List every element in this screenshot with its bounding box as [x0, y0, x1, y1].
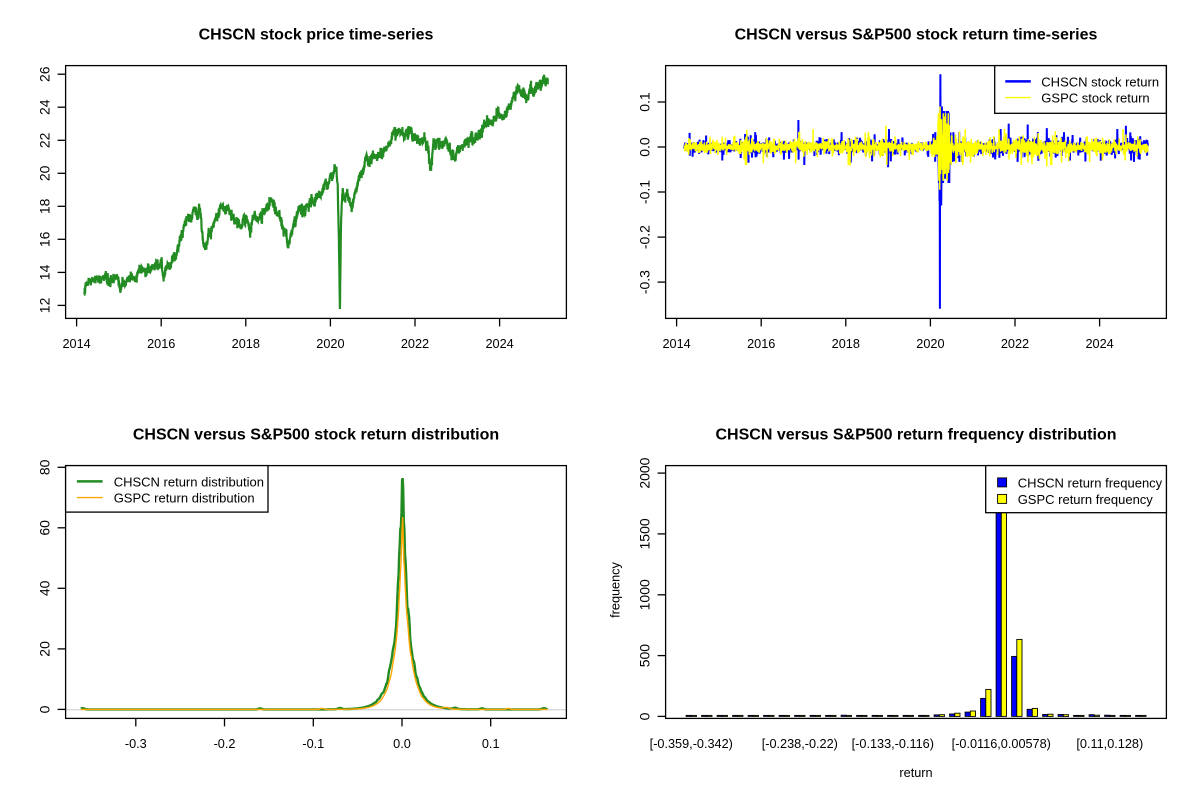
svg-text:2018: 2018	[832, 337, 860, 351]
svg-text:60: 60	[37, 520, 53, 536]
svg-text:2024: 2024	[1085, 337, 1113, 351]
svg-text:2020: 2020	[916, 337, 944, 351]
svg-text:2018: 2018	[232, 337, 260, 351]
svg-text:GSPC stock return: GSPC stock return	[1041, 91, 1149, 106]
svg-text:0.1: 0.1	[482, 737, 500, 751]
svg-text:frequency: frequency	[609, 561, 623, 617]
svg-text:GSPC return distribution: GSPC return distribution	[114, 491, 255, 506]
svg-text:[-0.0116,0.00578): [-0.0116,0.00578)	[952, 737, 1051, 751]
svg-text:return: return	[899, 766, 932, 780]
svg-text:0.0: 0.0	[393, 737, 411, 751]
svg-text:[0.11,0.128): [0.11,0.128)	[1076, 737, 1143, 751]
svg-text:2014: 2014	[662, 337, 690, 351]
svg-text:1500: 1500	[637, 518, 653, 549]
svg-text:18: 18	[37, 198, 53, 214]
svg-text:2016: 2016	[147, 337, 175, 351]
svg-text:12: 12	[37, 297, 53, 313]
svg-text:16: 16	[37, 231, 53, 247]
svg-text:CHSCN versus S&P500 return fre: CHSCN versus S&P500 return frequency dis…	[716, 427, 1117, 444]
svg-text:-0.1: -0.1	[302, 737, 324, 751]
svg-text:-0.2: -0.2	[637, 225, 653, 249]
svg-text:14: 14	[37, 264, 53, 280]
svg-text:24: 24	[37, 99, 53, 115]
svg-text:[-0.133,-0.116): [-0.133,-0.116)	[852, 737, 934, 751]
svg-text:2016: 2016	[747, 337, 775, 351]
svg-text:0.0: 0.0	[637, 137, 653, 157]
svg-text:-0.1: -0.1	[637, 180, 653, 204]
svg-text:22: 22	[37, 132, 53, 148]
svg-text:80: 80	[37, 459, 53, 475]
svg-text:-0.3: -0.3	[637, 270, 653, 294]
svg-text:0: 0	[37, 705, 53, 713]
svg-text:26: 26	[37, 66, 53, 82]
svg-text:1000: 1000	[637, 579, 653, 610]
svg-text:2024: 2024	[485, 337, 513, 351]
svg-text:20: 20	[37, 641, 53, 657]
svg-text:20: 20	[37, 165, 53, 181]
svg-text:CHSCN versus S&P500 stock retu: CHSCN versus S&P500 stock return distrib…	[133, 427, 499, 444]
svg-text:CHSCN stock price time-series: CHSCN stock price time-series	[199, 27, 434, 44]
svg-text:CHSCN return distribution: CHSCN return distribution	[114, 474, 264, 489]
svg-text:-0.3: -0.3	[125, 737, 147, 751]
svg-text:40: 40	[37, 580, 53, 596]
svg-text:2014: 2014	[62, 337, 90, 351]
svg-text:0: 0	[637, 712, 653, 720]
svg-text:GSPC return frequency: GSPC return frequency	[1018, 492, 1154, 507]
svg-text:2022: 2022	[1001, 337, 1029, 351]
svg-text:CHSCN return frequency: CHSCN return frequency	[1018, 475, 1163, 490]
svg-text:2020: 2020	[316, 337, 344, 351]
svg-text:[-0.359,-0.342): [-0.359,-0.342)	[650, 737, 733, 751]
svg-text:CHSCN versus S&P500 stock retu: CHSCN versus S&P500 stock return time-se…	[735, 27, 1098, 44]
svg-text:0.1: 0.1	[637, 92, 653, 112]
svg-text:2022: 2022	[401, 337, 429, 351]
svg-text:CHSCN stock return: CHSCN stock return	[1041, 74, 1159, 89]
svg-text:500: 500	[637, 644, 653, 668]
svg-text:[-0.238,-0.22): [-0.238,-0.22)	[762, 737, 838, 751]
svg-text:2000: 2000	[637, 457, 653, 488]
svg-text:-0.2: -0.2	[214, 737, 236, 751]
